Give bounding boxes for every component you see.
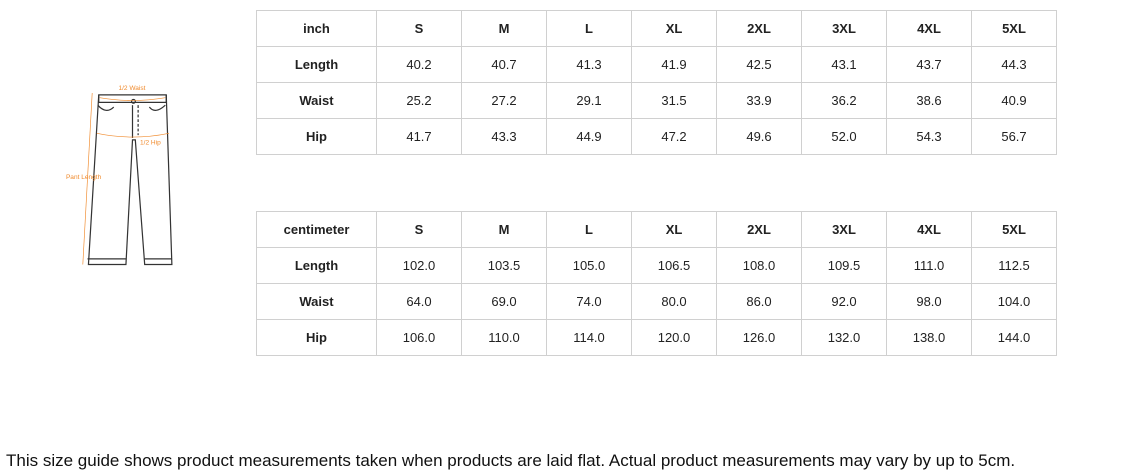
table-cell: 98.0 [886,283,972,320]
table-cell: 43.1 [801,46,887,83]
header-row: inch S M L XL 2XL 3XL 4XL 5XL [256,10,1057,47]
table-cell: 111.0 [886,247,972,284]
column-header: inch [256,10,377,47]
table-cell: 44.9 [546,118,632,155]
table-cell: 86.0 [716,283,802,320]
column-header: 4XL [886,10,972,47]
table-cell: 104.0 [971,283,1057,320]
table-cell: 112.5 [971,247,1057,284]
column-header: M [461,211,547,248]
table-cell: 43.7 [886,46,972,83]
table-cell: 106.5 [631,247,717,284]
hip-label: 1/2 Hip [140,140,161,147]
table-cell: 54.3 [886,118,972,155]
table-cell: 44.3 [971,46,1057,83]
table-cell: 36.2 [801,82,887,119]
length-label: Pant Length [66,174,102,181]
table-cell: 74.0 [546,283,632,320]
table-cell: 49.6 [716,118,802,155]
row-label: Hip [256,118,377,155]
column-header: XL [631,10,717,47]
header-row: centimeter S M L XL 2XL 3XL 4XL 5XL [256,211,1057,248]
table-cell: 25.2 [376,82,462,119]
table-cell: 38.6 [886,82,972,119]
table-row: Waist 25.2 27.2 29.1 31.5 33.9 36.2 38.6 40.9 [256,82,1057,119]
table-cell: 33.9 [716,82,802,119]
table-cell: 109.5 [801,247,887,284]
row-label: Length [256,46,377,83]
column-header: S [376,10,462,47]
column-header: L [546,10,632,47]
table-cell: 31.5 [631,82,717,119]
table-row: Waist 64.0 69.0 74.0 80.0 86.0 92.0 98.0 104.0 [256,283,1057,320]
table-cell: 105.0 [546,247,632,284]
column-header: 5XL [971,10,1057,47]
table-row: Length 102.0 103.5 105.0 106.5 108.0 109.5 111.… [256,247,1057,284]
pants-diagram: 1/2 Waist 1/2 Hip Pant Length [66,85,173,266]
pants-outline [87,94,173,266]
table-cell: 69.0 [461,283,547,320]
table-cell: 47.2 [631,118,717,155]
table-cell: 40.7 [461,46,547,83]
column-header: 2XL [716,211,802,248]
size-guide-note: This size guide shows product measuremen… [6,451,1016,470]
table-cell: 80.0 [631,283,717,320]
table-row: Hip 41.7 43.3 44.9 47.2 49.6 52.0 54.3 56.7 [256,118,1057,155]
table-cell: 41.7 [376,118,462,155]
table-cell: 52.0 [801,118,887,155]
table-cell: 40.2 [376,46,462,83]
table-cell: 56.7 [971,118,1057,155]
table-cell: 92.0 [801,283,887,320]
row-label: Length [256,247,377,284]
table-cell: 41.3 [546,46,632,83]
table-cell: 108.0 [716,247,802,284]
table-cell: 120.0 [631,319,717,356]
table-cell: 102.0 [376,247,462,284]
column-header: 2XL [716,10,802,47]
table-cell: 106.0 [376,319,462,356]
table-cell: 110.0 [461,319,547,356]
table-cell: 42.5 [716,46,802,83]
table-cell: 43.3 [461,118,547,155]
table-cell: 132.0 [801,319,887,356]
column-header: L [546,211,632,248]
column-header: S [376,211,462,248]
table-cell: 40.9 [971,82,1057,119]
column-header: XL [631,211,717,248]
table-cell: 64.0 [376,283,462,320]
row-label: Waist [256,283,377,320]
table-cell: 144.0 [971,319,1057,356]
column-header: 3XL [801,10,887,47]
column-header: 3XL [801,211,887,248]
table-cell: 41.9 [631,46,717,83]
table-cell: 138.0 [886,319,972,356]
table-cell: 114.0 [546,319,632,356]
table-cell: 29.1 [546,82,632,119]
table-row: Hip 106.0 110.0 114.0 120.0 126.0 132.0 138.0 14… [256,319,1057,356]
column-header: 4XL [886,211,972,248]
column-header: centimeter [256,211,377,248]
table-cell: 126.0 [716,319,802,356]
column-header: M [461,10,547,47]
column-header: 5XL [971,211,1057,248]
row-label: Waist [256,82,377,119]
inch-size-table: inch S M L XL 2XL 3XL 4XL 5XL Length 40.2 40.7 41.3 4… [256,10,1057,155]
table-cell: 27.2 [461,82,547,119]
waist-label: 1/2 Waist [118,85,145,92]
table-cell: 103.5 [461,247,547,284]
cm-size-table: centimeter S M L XL 2XL 3XL 4XL 5XL Length 102.0 10… [256,211,1057,356]
table-row: Length 40.2 40.7 41.3 41.9 42.5 43.1 43.7 44.3 [256,46,1057,83]
row-label: Hip [256,319,377,356]
